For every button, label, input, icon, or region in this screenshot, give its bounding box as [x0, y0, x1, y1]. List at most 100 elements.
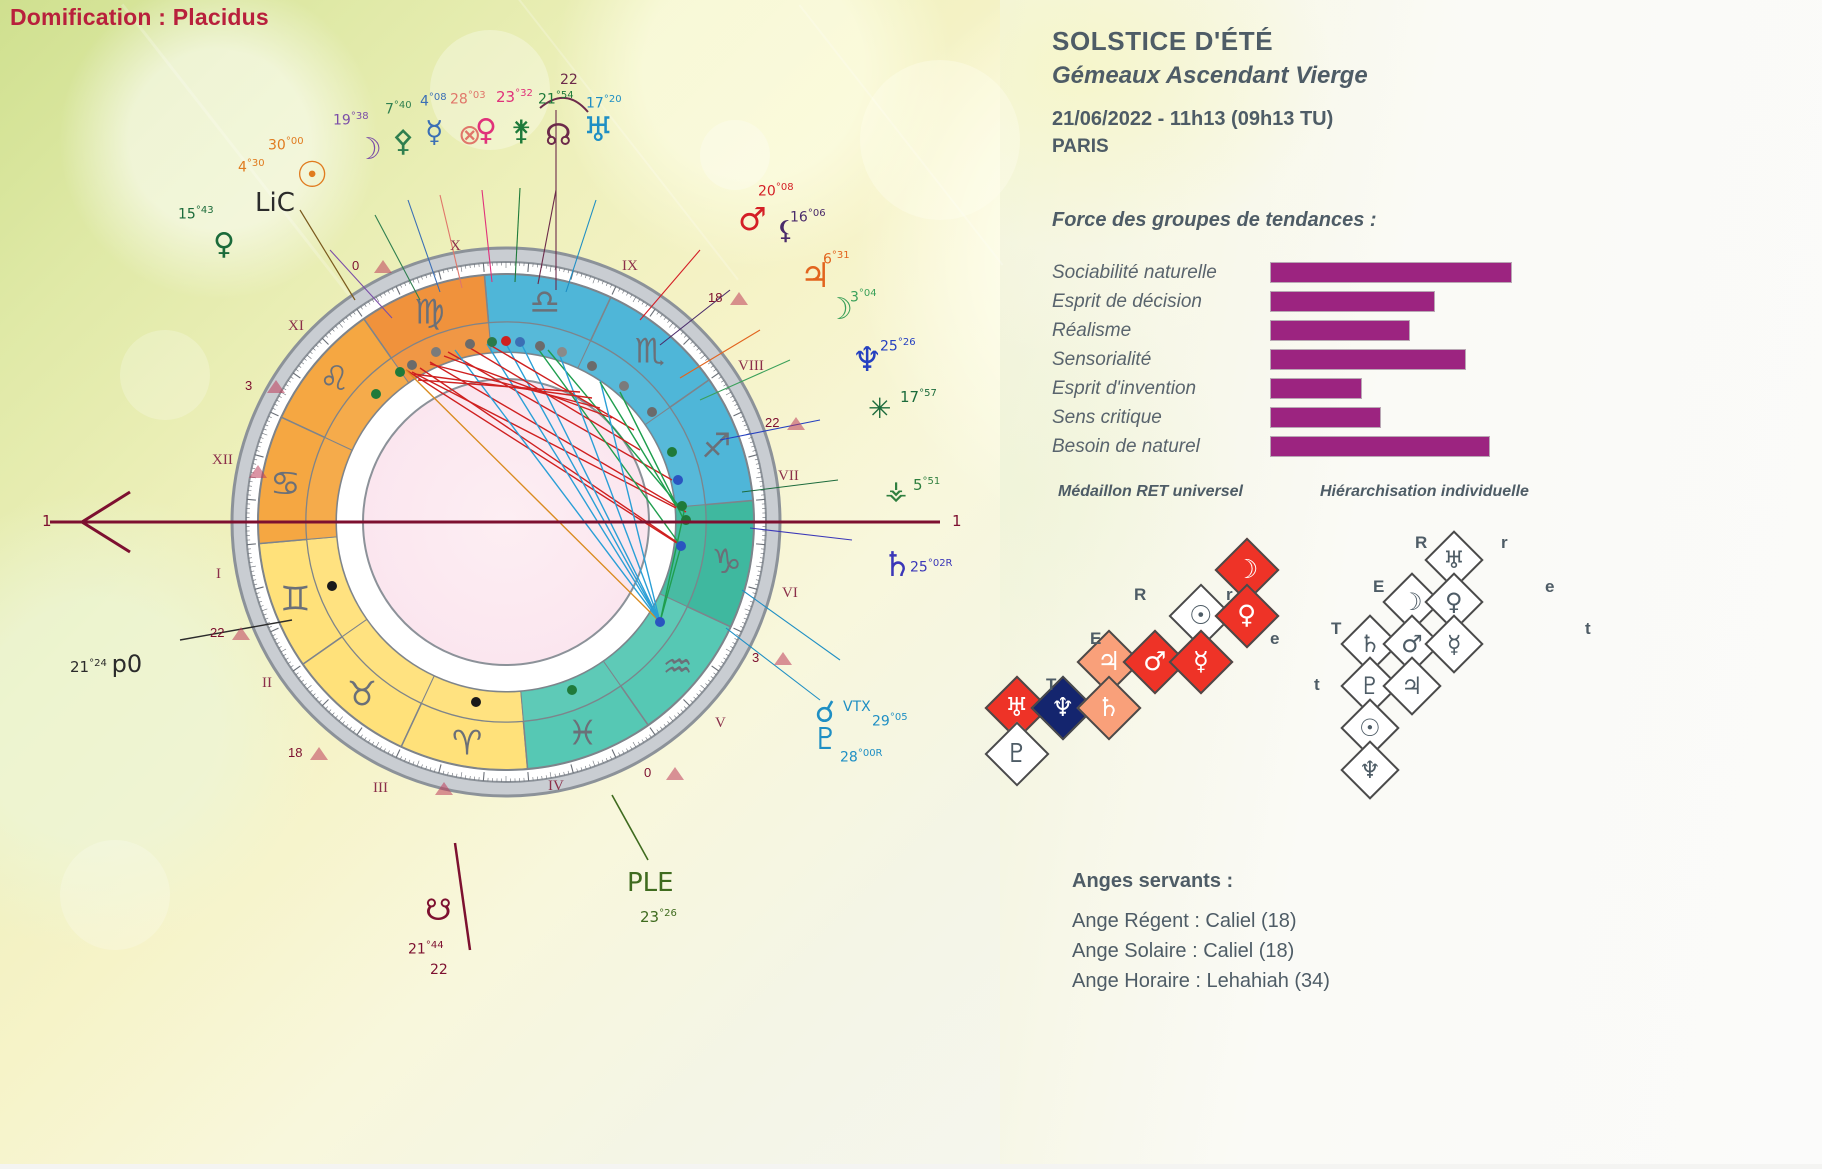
- forces-bar-fill: [1270, 349, 1466, 370]
- forces-bar-label: Besoin de naturel: [1052, 436, 1270, 458]
- deg-ceres: 7°40: [385, 100, 412, 118]
- ret-corner-label-e: e: [1270, 629, 1279, 649]
- hier-cell-neptune: ♆: [1340, 740, 1399, 799]
- deg-vertex: 17°57: [900, 388, 937, 406]
- glyph-saturn: ♄: [882, 545, 912, 585]
- angel-regent: Ange Régent : Caliel (18): [1072, 910, 1297, 933]
- forces-bar-row: Sociabilité naturelle: [1052, 258, 1512, 287]
- forces-bar-fill: [1270, 407, 1381, 428]
- forces-bar-track: [1270, 258, 1512, 287]
- hier-glyph-moon: ☽: [1401, 590, 1423, 614]
- forces-bar-fill: [1270, 291, 1435, 312]
- ret-cell-mercury: ☿: [1168, 629, 1233, 694]
- forces-bar-row: Esprit d'invention: [1052, 374, 1512, 403]
- ret-cell-saturn: ♄: [1076, 675, 1141, 740]
- deg-uranus: 17°20: [586, 94, 622, 112]
- chart-city: PARIS: [1052, 136, 1109, 158]
- aspect-number: 18: [288, 745, 302, 760]
- glyph-sun: ☉: [296, 155, 328, 196]
- aspect-triangle-icon: [774, 652, 792, 665]
- aspect-number: 22: [210, 625, 224, 640]
- deg-south-node: 21°44: [408, 940, 444, 958]
- forces-bar-label: Esprit de décision: [1052, 291, 1270, 313]
- forces-bar-track: [1270, 345, 1512, 374]
- glyph-south-node: ☋: [425, 893, 452, 928]
- aspect-triangle-icon: [249, 465, 267, 478]
- ret-glyph-mars: ♂: [1143, 649, 1166, 675]
- house-number-XII: XII: [212, 452, 233, 469]
- ret-glyph-neptune: ♆: [1051, 695, 1074, 721]
- forces-bar-row: Besoin de naturel: [1052, 432, 1512, 461]
- deg-pallas: 21°54: [538, 90, 574, 108]
- glyph-moon: ☽: [355, 132, 382, 167]
- aspect-number: 3: [245, 378, 252, 393]
- ret-glyph-sun: ☉: [1189, 603, 1212, 629]
- glyph-ceres: ⚴: [392, 124, 414, 159]
- forces-bar-track: [1270, 432, 1512, 461]
- deg-venus-outer: 15°43: [178, 205, 214, 223]
- forces-bar-label: Esprit d'invention: [1052, 378, 1270, 400]
- aspect-triangle-icon: [787, 417, 805, 430]
- house-number-IV: IV: [548, 778, 564, 795]
- ret-glyph-mercury: ☿: [1193, 649, 1209, 675]
- hier-corner-label-r: r: [1501, 533, 1508, 553]
- aspect-triangle-icon: [267, 380, 285, 393]
- angels-title: Anges servants :: [1072, 870, 1233, 893]
- ret-glyph-jupiter: ♃: [1097, 649, 1120, 675]
- deg-pluto: 28°00R: [840, 748, 883, 766]
- deg-mars: 20°08: [758, 182, 794, 200]
- deg-neptune: 25°26: [880, 337, 916, 355]
- deg-part-fortune: 28°03: [450, 90, 486, 108]
- glyph-mars: ♂: [738, 200, 767, 238]
- forces-bar-row: Sensorialité: [1052, 345, 1512, 374]
- house-number-VII: VII: [778, 468, 799, 485]
- glyph-vesta: ⚶: [885, 476, 907, 506]
- forces-bar-label: Sens critique: [1052, 407, 1270, 429]
- house-number-IX: IX: [622, 258, 638, 275]
- chart-datetime: 21/06/2022 - 11h13 (09h13 TU): [1052, 108, 1333, 131]
- hierarchy-medallion-title: Hiérarchisation individuelle: [1320, 483, 1529, 501]
- glyph-uranus: ♅: [583, 110, 613, 150]
- forces-bar-fill: [1270, 262, 1512, 283]
- ret-glyph-venus: ♀: [1237, 603, 1256, 629]
- angel-solaire: Ange Solaire : Caliel (18): [1072, 940, 1294, 963]
- house-number-III: III: [373, 780, 388, 797]
- glyph-lilith: ⚸: [776, 216, 795, 246]
- forces-bar-row: Sens critique: [1052, 403, 1512, 432]
- aspect-number: 18: [708, 290, 722, 305]
- aspect-number: 0: [352, 258, 359, 273]
- aspect-number: 3: [752, 650, 759, 665]
- deg-sun-2: 30°00: [268, 136, 304, 154]
- hier-corner-label-T: T: [1331, 619, 1341, 639]
- hier-cell-mercury: ☿: [1424, 614, 1483, 673]
- ret-corner-label-T: T: [1046, 675, 1056, 695]
- glyph-jupiter: ♃: [800, 256, 830, 296]
- label-asc: 1: [42, 512, 52, 530]
- house-number-VI: VI: [782, 585, 798, 602]
- glyph-vertex: ✳: [868, 392, 891, 425]
- hier-corner-label-E: E: [1373, 577, 1384, 597]
- deg-vtx: 29°05: [872, 712, 908, 730]
- hier-corner-label-t: t: [1585, 619, 1591, 639]
- glyph-moon2: ☽: [826, 292, 853, 327]
- aspect-triangle-icon: [374, 260, 392, 273]
- aspect-triangle-icon: [730, 292, 748, 305]
- forces-section-title: Force des groupes de tendances :: [1052, 209, 1377, 232]
- deg-mercury: 4°08: [420, 92, 447, 110]
- ret-glyph-saturn: ♄: [1097, 695, 1120, 721]
- deg-north-node: 22: [560, 72, 578, 88]
- house-number-VIII: VIII: [738, 358, 764, 375]
- forces-bar-row: Esprit de décision: [1052, 287, 1512, 316]
- forces-bar-fill: [1270, 436, 1490, 457]
- forces-bar-fill: [1270, 378, 1362, 399]
- deg-moon: 19°38: [333, 111, 369, 129]
- deg-ple: 23°26: [640, 908, 677, 926]
- hier-glyph-venus: ♀: [1445, 590, 1463, 614]
- hier-corner-label-R: R: [1415, 533, 1427, 553]
- aspect-triangle-icon: [310, 747, 328, 760]
- house-number-II: II: [262, 675, 272, 692]
- deg-venus: 23°32: [496, 88, 533, 106]
